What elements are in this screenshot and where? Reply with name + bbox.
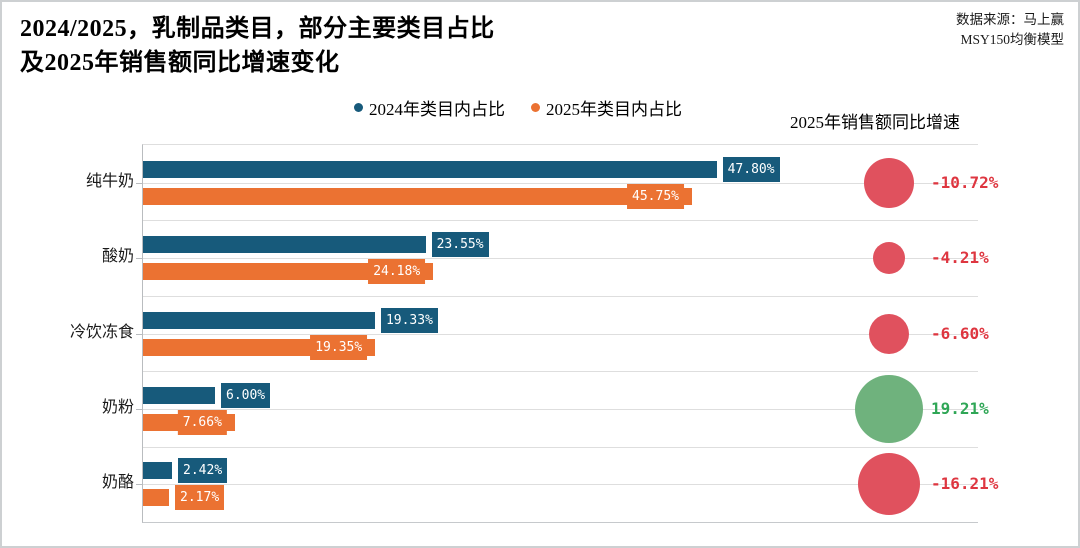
bar-2024 <box>143 160 717 178</box>
growth-label: 19.21% <box>931 398 989 418</box>
bar-label-2025: 19.35% <box>310 334 368 360</box>
row-boundary-gridline <box>143 446 978 448</box>
bar-label-2024: 19.33% <box>380 307 438 333</box>
bar-label-2025: 2.17% <box>175 485 225 511</box>
bar-label-2024: 6.00% <box>221 382 271 408</box>
data-source-line2: MSY150均衡模型 <box>960 32 1064 47</box>
bar-2024 <box>143 386 215 404</box>
growth-axis-title: 2025年销售额同比增速 <box>790 113 960 132</box>
growth-bubble <box>873 242 905 275</box>
growth-bubble <box>858 453 920 516</box>
growth-bubble <box>864 157 914 208</box>
bar-2025 <box>143 187 692 205</box>
axis-tick <box>136 408 143 410</box>
growth-bubble <box>869 313 909 354</box>
bar-label-2025: 24.18% <box>368 259 426 285</box>
category-label: 纯牛奶 <box>85 172 134 190</box>
data-source-line1: 数据来源：马上赢 <box>956 12 1064 27</box>
bar-label-2024: 47.80% <box>722 156 780 182</box>
bar-2024 <box>143 236 426 254</box>
legend-label-2025: 2025年类目内占比 <box>546 100 682 119</box>
axis-tick <box>136 182 143 184</box>
category-label: 奶酪 <box>101 474 134 492</box>
bar-2024 <box>143 462 173 480</box>
category-label: 冷饮冻食 <box>69 323 134 341</box>
legend-item-2025: 2025年类目内占比 <box>531 95 682 120</box>
legend-dot-2024-icon <box>354 103 363 112</box>
bar-label-2025: 45.75% <box>627 183 684 209</box>
growth-label: -16.21% <box>931 474 999 494</box>
legend: 2024年类目内占比 2025年类目内占比 <box>354 95 682 120</box>
category-label: 酸奶 <box>101 248 134 266</box>
axis-tick <box>136 484 143 486</box>
bar-2025 <box>143 263 434 281</box>
axis-tick <box>136 258 143 260</box>
row-center-gridline <box>143 484 978 486</box>
row-boundary-gridline <box>143 295 978 297</box>
legend-item-2024: 2024年类目内占比 <box>354 95 505 120</box>
data-source-note: 数据来源：马上赢 MSY150均衡模型 <box>956 10 1064 50</box>
chart-title-line1: 2024/2025，乳制品类目，部分主要类目占比 <box>20 16 495 42</box>
category-label: 奶粉 <box>101 398 134 416</box>
bar-label-2024: 2.42% <box>178 458 228 484</box>
bar-2024 <box>143 311 375 329</box>
row-center-gridline <box>143 182 978 184</box>
row-center-gridline <box>143 408 978 410</box>
legend-dot-2025-icon <box>531 103 540 112</box>
chart-title: 2024/2025，乳制品类目，部分主要类目占比 及2025年销售额同比增速变化 <box>20 12 495 80</box>
growth-label: -4.21% <box>931 248 989 268</box>
row-center-gridline <box>143 333 978 335</box>
bar-label-2024: 23.55% <box>431 232 489 258</box>
row-boundary-gridline <box>143 371 978 373</box>
row-center-gridline <box>143 258 978 260</box>
axis-tick <box>136 333 143 335</box>
bar-label-2025: 7.66% <box>177 409 227 435</box>
growth-label: -10.72% <box>931 172 999 192</box>
growth-label: -6.60% <box>931 323 989 343</box>
bar-2025 <box>143 489 170 507</box>
plot-area: 47.80% 45.75% -10.72% 23.55% 24.18% -4.21% 19.… <box>136 144 998 523</box>
chart-title-line2: 及2025年销售额同比增速变化 <box>20 50 340 76</box>
growth-bubble <box>855 374 923 443</box>
row-boundary-gridline <box>143 220 978 222</box>
legend-label-2024: 2024年类目内占比 <box>369 100 505 119</box>
